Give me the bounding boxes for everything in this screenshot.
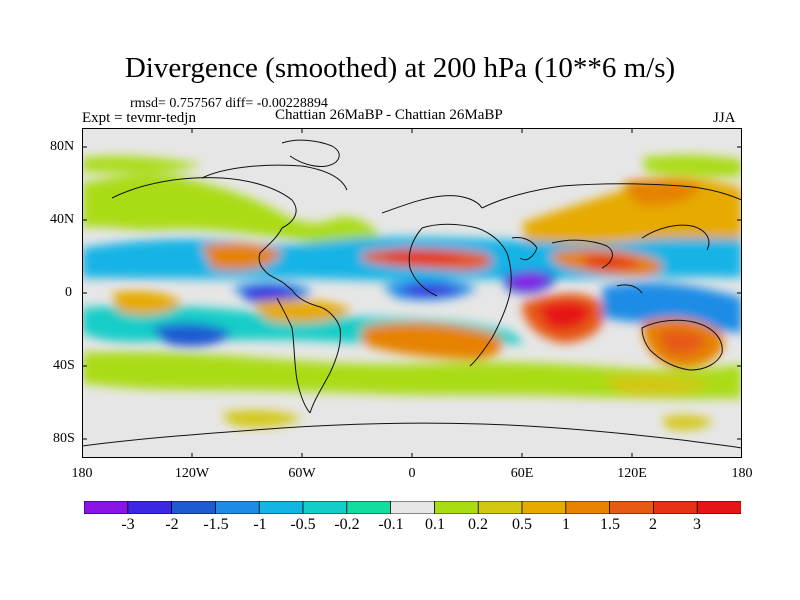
colorbar-swatch (565, 501, 611, 514)
lon-label-120w: 120W (174, 466, 210, 481)
colorbar-label: 1.5 (600, 516, 620, 533)
colorbar-swatch (214, 501, 260, 514)
colorbar-swatch (84, 501, 129, 514)
colorbar-swatch (433, 501, 479, 514)
case-label: Chattian 26MaBP - Chattian 26MaBP (275, 107, 503, 123)
colorbar-swatch (258, 501, 304, 514)
colorbar-swatch (302, 501, 348, 514)
coastlines (82, 139, 742, 449)
colorbar-swatch (653, 501, 698, 514)
lat-label-40s: 40S (53, 358, 75, 373)
contour-fields (82, 154, 742, 430)
lat-label-40n: 40N (50, 212, 75, 227)
experiment-label: Expt = tevmr-tedjn (82, 110, 196, 126)
tick-marks (82, 128, 742, 458)
lon-label-180e: 180 (731, 466, 753, 481)
lat-label-80n: 80N (50, 139, 75, 154)
colorbar-swatch (521, 501, 567, 514)
colorbar-label: 3 (693, 516, 701, 533)
colorbar-label: 0.1 (425, 516, 445, 533)
colorbar-label: -1.5 (203, 516, 229, 533)
season-label: JJA (713, 110, 736, 126)
colorbar (84, 501, 741, 514)
lon-label-120e: 120E (617, 466, 647, 481)
colorbar-swatch (346, 501, 392, 514)
colorbar-swatch (609, 501, 655, 514)
colorbar-swatch (696, 501, 741, 514)
colorbar-label: -0.2 (334, 516, 360, 533)
colorbar-swatch (390, 501, 436, 514)
lon-label-60e: 60E (510, 466, 534, 481)
colorbar-swatch (171, 501, 217, 514)
colorbar-label: -0.1 (378, 516, 404, 533)
lat-label-80s: 80S (53, 431, 75, 446)
colorbar-swatch (477, 501, 523, 514)
lat-label-eq: 0 (65, 285, 72, 300)
colorbar-label: 1 (562, 516, 570, 533)
stats-text: rmsd= 0.757567 diff= -0.00228894 (130, 96, 328, 111)
colorbar-swatch (127, 501, 173, 514)
colorbar-label: 2 (649, 516, 657, 533)
colorbar-label: -0.5 (290, 516, 316, 533)
divergence-map (82, 128, 742, 458)
colorbar-label: -3 (121, 516, 135, 533)
colorbar-label: 0.2 (468, 516, 488, 533)
colorbar-label: -2 (165, 516, 179, 533)
lon-label-180w: 180 (71, 466, 93, 481)
colorbar-label: 0.5 (512, 516, 532, 533)
colorbar-label: -1 (253, 516, 267, 533)
lon-label-60w: 60W (288, 466, 316, 481)
lon-label-0: 0 (408, 466, 416, 481)
chart-title: Divergence (smoothed) at 200 hPa (10**6 … (124, 52, 676, 84)
